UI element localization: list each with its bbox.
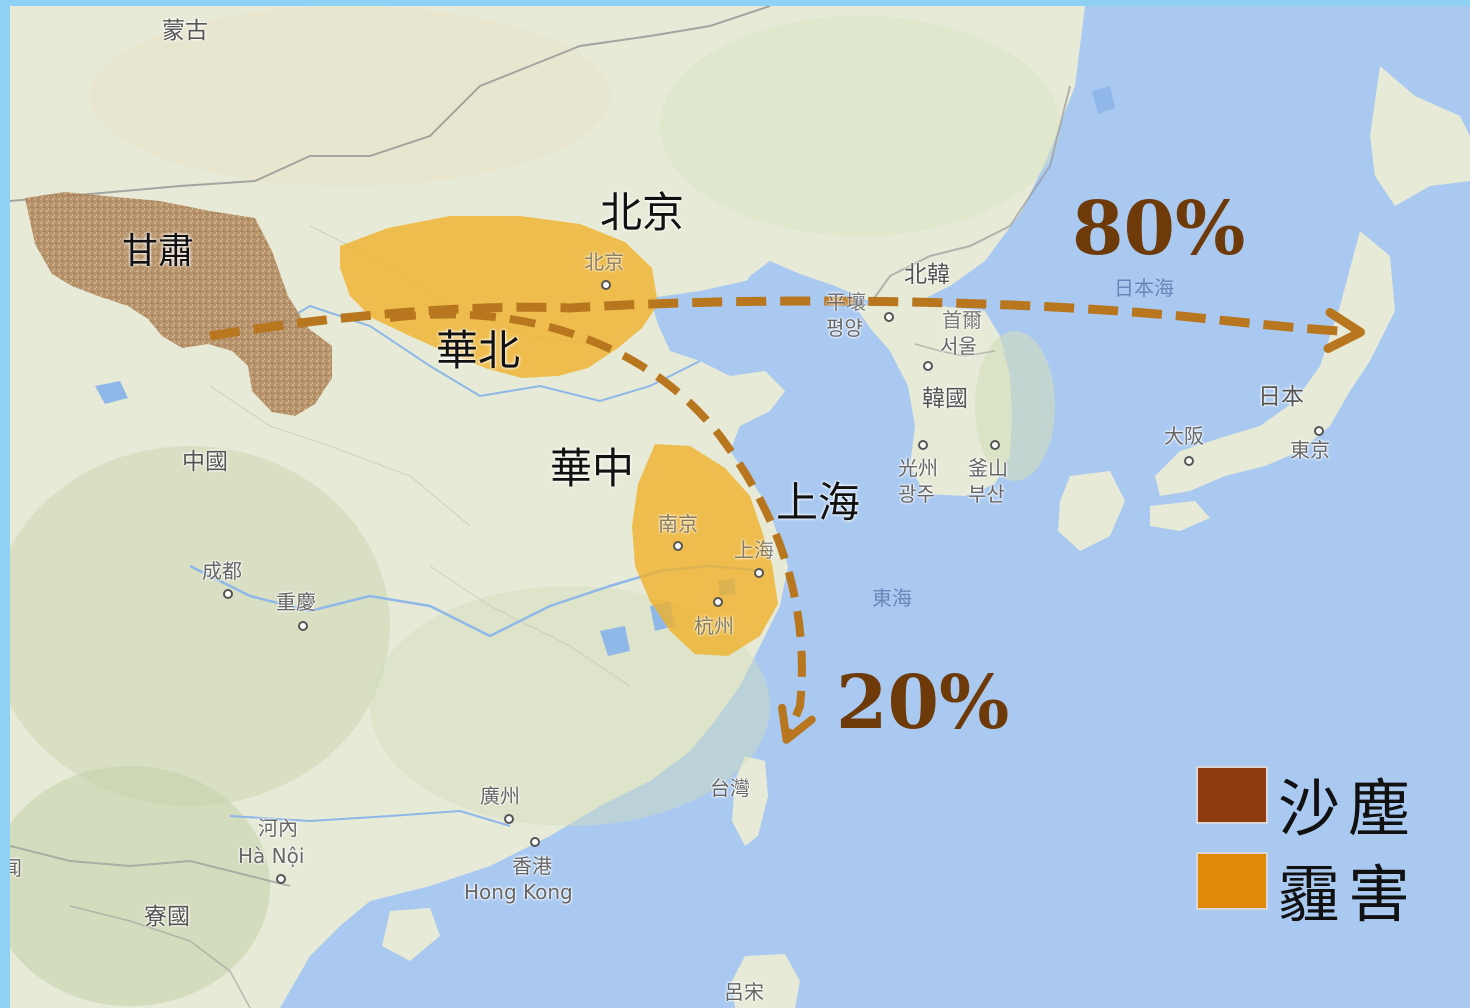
river-pearl (229, 809, 511, 827)
label-seoul-zh: 首爾 (942, 308, 982, 332)
city-dot-seoul (923, 361, 933, 371)
label-mongolia: 蒙古 (162, 18, 208, 44)
legend-label-dust: 沙塵 (1278, 772, 1419, 845)
lake-khanka (1092, 86, 1115, 114)
city-dot-pyongyang (884, 312, 894, 322)
label-pyongyang-zh: 平壤 (826, 290, 866, 314)
label-seoul-ko: 서울 (940, 334, 977, 358)
label-north-china: 華北 (436, 326, 521, 375)
land-honshu (1155, 231, 1395, 496)
label-japan: 日本 (1258, 384, 1304, 410)
border-mongolia (10, 6, 771, 202)
city-dot-chongqing (298, 621, 308, 631)
arrow-east-flow (209, 296, 1365, 354)
land-shikoku (1150, 501, 1210, 531)
label-shanghai-small: 上海 (734, 538, 774, 562)
label-chengdu: 成都 (202, 559, 242, 583)
city-dot-guangzhou (504, 814, 514, 824)
border-laos (69, 905, 251, 1008)
city-dot-nanjing (673, 541, 683, 551)
water-bohai (650, 271, 800, 361)
lake-qinghai (95, 381, 128, 404)
label-laos: 寮國 (144, 904, 190, 930)
city-dot-beijing (601, 280, 611, 290)
label-busan-ko: 부산 (968, 482, 1005, 506)
city-dot-hangzhou (713, 597, 723, 607)
land-luzon (732, 954, 800, 1008)
city-dot-hanoi (276, 874, 286, 884)
border-province-1 (209, 385, 471, 527)
dust-region (25, 192, 332, 416)
city-dot-shanghai (754, 568, 764, 578)
label-gwangju-ko: 광주 (898, 482, 935, 506)
label-hanoi-zh: 河內 (258, 816, 298, 840)
city-dot-chengdu (223, 589, 233, 599)
land-hainan (382, 908, 440, 961)
city-dot-hong-kong (530, 837, 540, 847)
label-east-percent: 80% (1072, 186, 1246, 272)
label-hangzhou: 杭州 (694, 614, 734, 638)
label-south-percent: 20% (836, 660, 1010, 746)
label-luzon: 呂宋 (724, 980, 764, 1004)
border-province-2 (429, 565, 631, 687)
label-hong-kong-zh: 香港 (512, 854, 552, 878)
label-chongqing: 重慶 (276, 590, 316, 614)
border-china-korea (869, 85, 1071, 305)
label-busan-zh: 釜山 (968, 456, 1008, 480)
label-gansu: 甘肅 (122, 231, 195, 272)
label-north-korea: 北韓 (904, 262, 950, 288)
haze-central-china (632, 444, 778, 656)
label-taiwan: 台灣 (710, 776, 750, 800)
city-dot-tokyo (1314, 426, 1324, 436)
label-tokyo: 東京 (1290, 438, 1330, 462)
land-korea (855, 304, 1012, 496)
map-frame[interactable]: 蒙古 中國 成都 重慶 北京 南京 上海 杭州 廣州 香港 Hong Kong … (10, 6, 1470, 1008)
label-pyongyang-ko: 평양 (826, 316, 863, 340)
border-koreas (914, 343, 996, 357)
label-east-china-sea: 東海 (872, 586, 912, 610)
label-guangzhou: 廣州 (480, 784, 520, 808)
legend-swatch-dust (1196, 766, 1268, 824)
label-china: 中國 (182, 449, 228, 475)
city-dot-busan (990, 440, 1000, 450)
city-dot-gwangju (918, 440, 928, 450)
land-taiwan (732, 756, 768, 846)
river-yellow (259, 304, 701, 403)
arrow-south-flow (389, 310, 816, 744)
legend-label-haze: 霾害 (1278, 858, 1419, 931)
label-south-korea: 韓國 (922, 386, 968, 412)
label-sea-of-japan: 日本海 (1114, 276, 1174, 300)
label-osaka: 大阪 (1164, 424, 1204, 448)
lake-dongting (600, 626, 630, 656)
haze-north-china (340, 216, 658, 378)
label-central-china: 華中 (550, 444, 635, 493)
label-nanjing: 南京 (658, 512, 698, 536)
label-beijing-small: 北京 (584, 250, 624, 274)
label-hanoi-en: Hà Nội (238, 844, 305, 868)
city-dot-osaka (1184, 456, 1194, 466)
label-edge-partial: 闻 (10, 856, 22, 880)
label-hong-kong-en: Hong Kong (464, 880, 573, 904)
land-hokkaido (1370, 66, 1470, 206)
label-beijing: 北京 (600, 188, 685, 237)
label-gwangju-zh: 光州 (898, 456, 938, 480)
label-shanghai: 上海 (776, 478, 861, 527)
land-kyushu (1058, 471, 1125, 551)
legend-swatch-haze (1196, 852, 1268, 910)
border-china-vietnam (10, 845, 291, 887)
